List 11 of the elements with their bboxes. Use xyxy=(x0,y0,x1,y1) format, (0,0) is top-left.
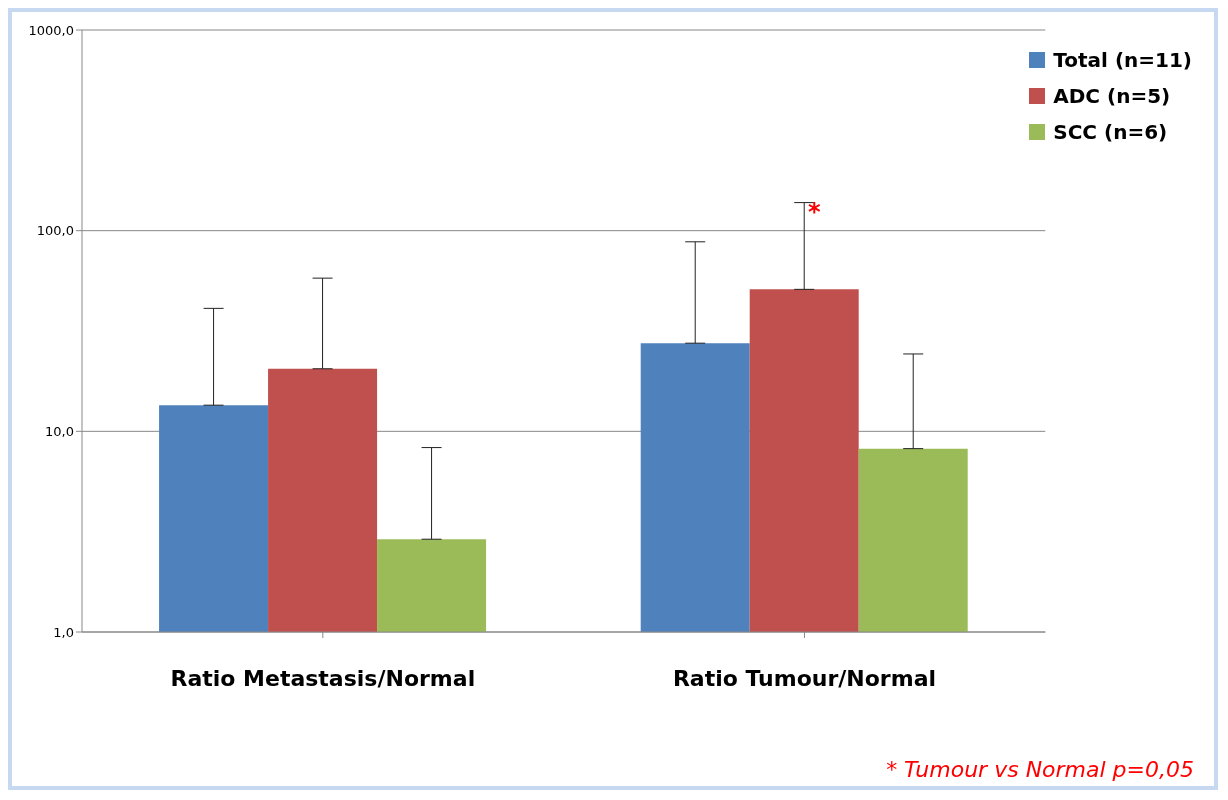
y-tick-label: 1,0 xyxy=(53,624,74,640)
text: * Tumour vs Normal p=0,05 xyxy=(886,757,1194,782)
legend-label: ADC (n=5) xyxy=(1053,83,1171,110)
x-tick-label: Ratio Metastasis/Normal xyxy=(170,665,476,691)
y-tick-label: 100,0 xyxy=(36,223,74,239)
y-tick-label: 10,0 xyxy=(45,423,74,439)
legend-label: Total (n=11) xyxy=(1053,47,1192,74)
annotation: * xyxy=(808,198,821,226)
y-tick-label: 1000,0 xyxy=(28,22,74,38)
legend-label: SCC (n=6) xyxy=(1053,119,1168,146)
x-tick-label: Ratio Tumour/Normal xyxy=(672,665,937,691)
